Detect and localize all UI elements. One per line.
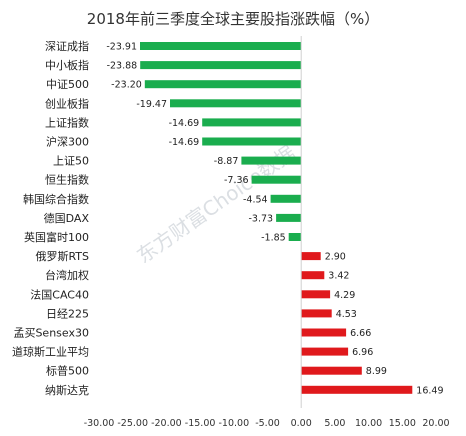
- x-tick-label: -20.00: [151, 418, 182, 429]
- bar: [241, 156, 302, 165]
- bar: [301, 328, 347, 337]
- chart-title: 2018年前三季度全球主要股指涨跌幅（%）: [87, 10, 379, 28]
- bar: [301, 347, 349, 356]
- bar: [301, 271, 325, 280]
- bar: [140, 42, 302, 50]
- bar: [301, 290, 331, 299]
- data-label: 6.66: [350, 328, 371, 339]
- data-label: -23.91: [106, 42, 137, 53]
- data-label: 4.29: [334, 290, 355, 301]
- data-label: -23.20: [111, 80, 142, 91]
- category-label: 上证指数: [45, 115, 89, 129]
- bar: [251, 175, 302, 184]
- bar: [288, 233, 302, 241]
- data-label: 8.99: [366, 366, 387, 377]
- category-label: 德国DAX: [44, 211, 90, 225]
- data-label: -8.87: [214, 156, 239, 167]
- bar: [301, 385, 413, 394]
- x-tick-label: -15.00: [185, 418, 216, 429]
- data-label: -4.54: [243, 194, 268, 205]
- x-tick-label: -30.00: [84, 418, 115, 429]
- category-label: 台湾加权: [45, 268, 89, 282]
- plot-area: 深证成指 -23.91 中小板指 -23.88 中证500 -23.20 创业板指 -19.4…: [12, 36, 450, 429]
- bar: [276, 213, 302, 222]
- data-label: 3.42: [328, 271, 349, 282]
- category-label: 韩国综合指数: [23, 192, 89, 206]
- category-label: 道琼斯工业平均: [12, 345, 89, 359]
- x-tick-label: -25.00: [117, 418, 148, 429]
- data-label: -3.73: [249, 213, 274, 224]
- data-label: -14.69: [169, 118, 200, 129]
- category-label: 恒生指数: [45, 173, 89, 187]
- bar: [301, 309, 332, 318]
- bar: [170, 99, 302, 108]
- category-label: 俄罗斯RTS: [35, 250, 89, 263]
- x-tick-label: 10.00: [355, 418, 382, 429]
- data-label: 4.53: [336, 309, 357, 320]
- data-label: 6.96: [352, 347, 373, 358]
- category-label: 中证500: [46, 78, 89, 91]
- data-label: 2.90: [325, 252, 346, 263]
- category-label: 英国富时100: [24, 230, 89, 244]
- x-tick-label: 5.00: [324, 418, 345, 429]
- data-label: -19.47: [136, 99, 167, 110]
- category-label: 深证成指: [45, 39, 89, 53]
- data-label: -7.36: [224, 175, 249, 186]
- category-label: 纳斯达克: [45, 384, 89, 397]
- category-label: 沪深300: [46, 135, 89, 149]
- data-label: -14.69: [169, 137, 200, 148]
- category-label: 中小板指: [45, 58, 89, 72]
- category-label: 上证50: [53, 155, 89, 168]
- bar: [301, 252, 321, 261]
- x-tick-label: -10.00: [218, 418, 249, 429]
- bar: [140, 61, 302, 70]
- bar: [144, 80, 302, 89]
- x-tick-label: 15.00: [389, 418, 416, 429]
- category-label: 日经225: [46, 307, 89, 320]
- category-label: 法国CAC40: [30, 287, 89, 301]
- x-tick-label: -5.00: [255, 418, 280, 429]
- category-label: 创业板指: [45, 96, 89, 110]
- category-label: 孟买Sensex30: [13, 327, 89, 340]
- x-tick-label: 0.00: [291, 418, 312, 429]
- data-label: -1.85: [261, 233, 286, 244]
- bar: [270, 194, 302, 203]
- bar: [202, 118, 302, 127]
- data-label: 16.49: [416, 385, 443, 396]
- x-tick-label: 20.00: [422, 418, 449, 429]
- bar: [202, 137, 302, 146]
- category-label: 标普500: [46, 364, 89, 378]
- data-label: -23.88: [107, 61, 138, 72]
- bar: [301, 366, 362, 375]
